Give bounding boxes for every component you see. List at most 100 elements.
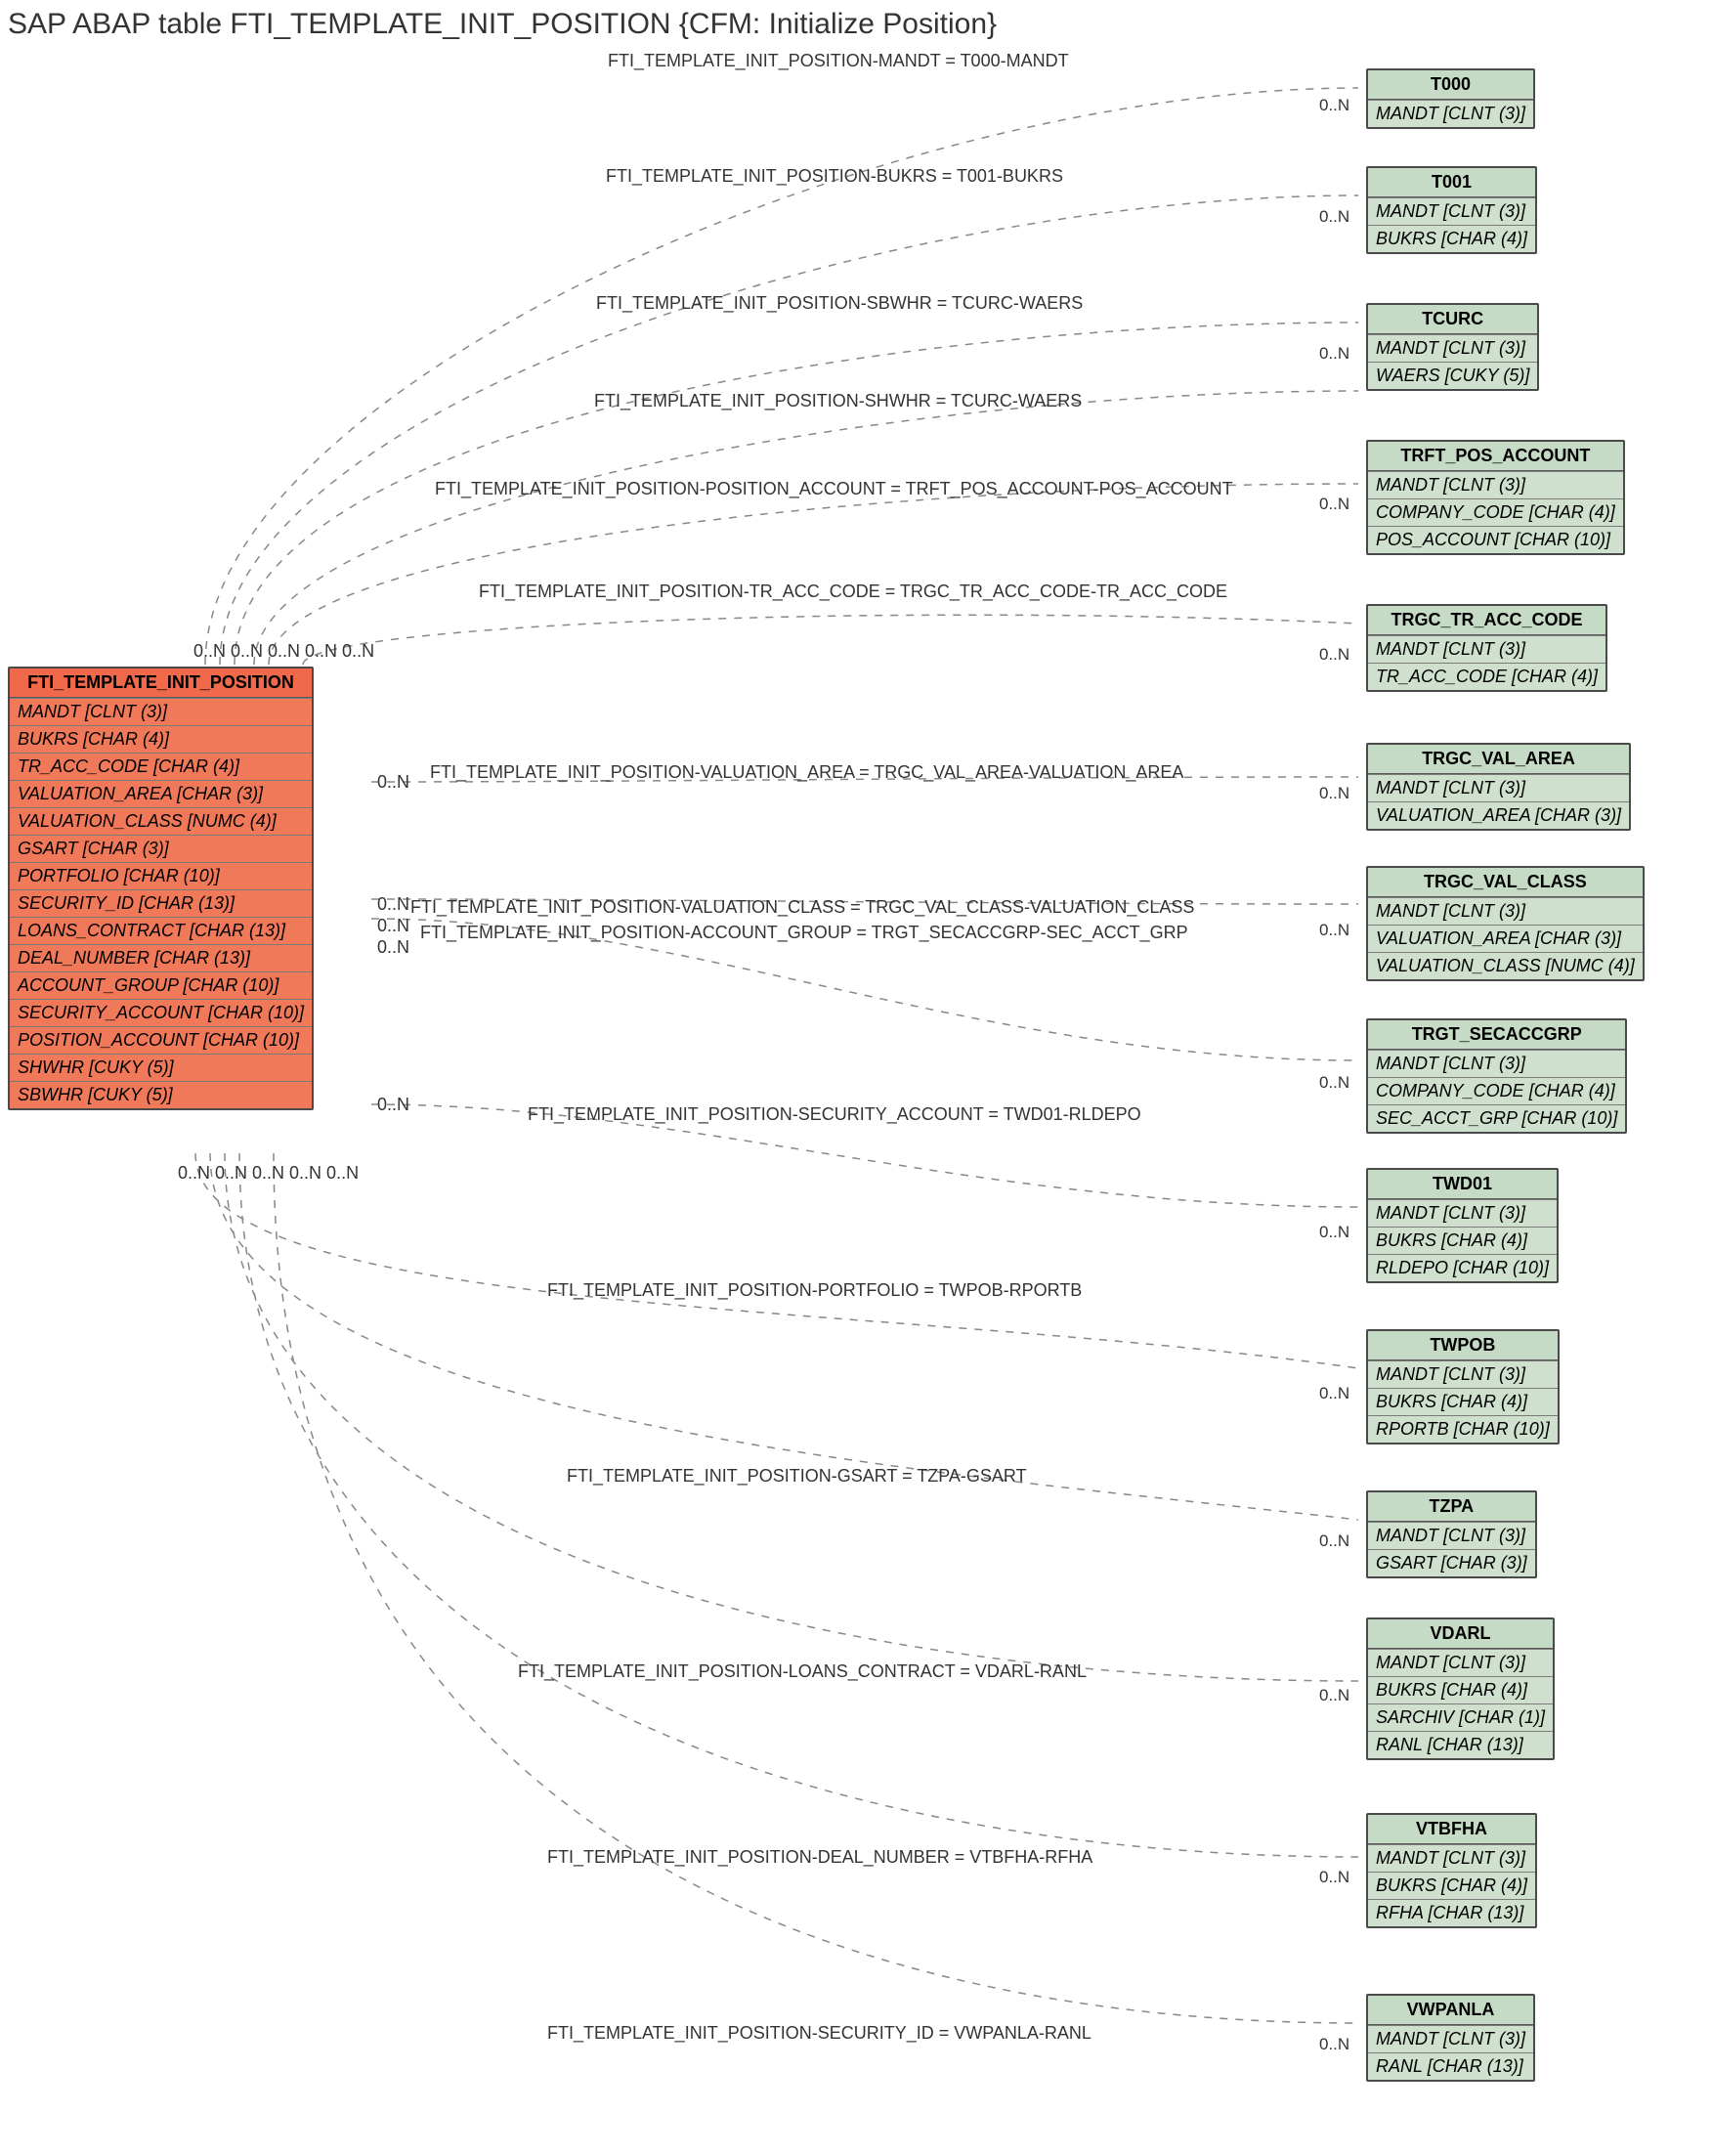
- ref-table-field: VALUATION_AREA [CHAR (3)]: [1368, 925, 1643, 952]
- cardinality-label: 0..N: [1319, 495, 1349, 514]
- ref-table-header: T000: [1368, 70, 1533, 100]
- main-table-field: TR_ACC_CODE [CHAR (4)]: [10, 753, 312, 780]
- ref-table-field: POS_ACCOUNT [CHAR (10)]: [1368, 526, 1623, 553]
- ref-table: VDARLMANDT [CLNT (3)]BUKRS [CHAR (4)]SAR…: [1366, 1617, 1555, 1760]
- ref-table-header: VWPANLA: [1368, 1996, 1533, 2025]
- cardinality-label: 0..N: [1319, 2035, 1349, 2054]
- main-table-field: BUKRS [CHAR (4)]: [10, 725, 312, 753]
- main-table-field: POSITION_ACCOUNT [CHAR (10)]: [10, 1026, 312, 1054]
- relation-label: FTI_TEMPLATE_INIT_POSITION-SECURITY_ID =…: [547, 2023, 1091, 2044]
- main-table: FTI_TEMPLATE_INIT_POSITIONMANDT [CLNT (3…: [8, 667, 314, 1110]
- cardinality-right-2: 0..N: [377, 894, 409, 915]
- cardinality-cluster-top: 0..N 0..N 0..N 0..N 0..N: [193, 641, 374, 662]
- main-table-field: SBWHR [CUKY (5)]: [10, 1081, 312, 1108]
- ref-table-header: TZPA: [1368, 1492, 1535, 1522]
- ref-table: VWPANLAMANDT [CLNT (3)]RANL [CHAR (13)]: [1366, 1994, 1535, 2082]
- ref-table: TWD01MANDT [CLNT (3)]BUKRS [CHAR (4)]RLD…: [1366, 1168, 1559, 1283]
- ref-table-field: RPORTB [CHAR (10)]: [1368, 1415, 1558, 1443]
- ref-table-field: MANDT [CLNT (3)]: [1368, 1199, 1557, 1227]
- ref-table: TRFT_POS_ACCOUNTMANDT [CLNT (3)]COMPANY_…: [1366, 440, 1625, 555]
- relation-label: FTI_TEMPLATE_INIT_POSITION-LOANS_CONTRAC…: [518, 1661, 1087, 1682]
- ref-table-field: MANDT [CLNT (3)]: [1368, 471, 1623, 498]
- ref-table-field: MANDT [CLNT (3)]: [1368, 1360, 1558, 1388]
- cardinality-label: 0..N: [1319, 645, 1349, 665]
- cardinality-label: 0..N: [1319, 96, 1349, 115]
- ref-table-field: VALUATION_CLASS [NUMC (4)]: [1368, 952, 1643, 979]
- ref-table-field: BUKRS [CHAR (4)]: [1368, 1676, 1553, 1703]
- main-table-header: FTI_TEMPLATE_INIT_POSITION: [10, 668, 312, 698]
- relation-label: FTI_TEMPLATE_INIT_POSITION-GSART = TZPA-…: [567, 1466, 1027, 1487]
- relation-label: FTI_TEMPLATE_INIT_POSITION-MANDT = T000-…: [608, 51, 1069, 71]
- ref-table-field: MANDT [CLNT (3)]: [1368, 897, 1643, 925]
- ref-table-field: MANDT [CLNT (3)]: [1368, 2025, 1533, 2052]
- ref-table-field: RANL [CHAR (13)]: [1368, 2052, 1533, 2080]
- ref-table-field: BUKRS [CHAR (4)]: [1368, 1872, 1535, 1899]
- main-table-field: SECURITY_ID [CHAR (13)]: [10, 889, 312, 917]
- ref-table-field: BUKRS [CHAR (4)]: [1368, 1227, 1557, 1254]
- ref-table: TRGC_TR_ACC_CODEMANDT [CLNT (3)]TR_ACC_C…: [1366, 604, 1607, 692]
- ref-table-field: MANDT [CLNT (3)]: [1368, 197, 1535, 225]
- relation-label: FTI_TEMPLATE_INIT_POSITION-PORTFOLIO = T…: [547, 1280, 1082, 1301]
- ref-table-header: VDARL: [1368, 1619, 1553, 1649]
- cardinality-right-1: 0..N: [377, 772, 409, 793]
- relation-label: FTI_TEMPLATE_INIT_POSITION-SECURITY_ACCO…: [528, 1104, 1141, 1125]
- main-table-field: ACCOUNT_GROUP [CHAR (10)]: [10, 971, 312, 999]
- ref-table-field: VALUATION_AREA [CHAR (3)]: [1368, 801, 1629, 829]
- ref-table-field: RFHA [CHAR (13)]: [1368, 1899, 1535, 1926]
- relation-label: FTI_TEMPLATE_INIT_POSITION-POSITION_ACCO…: [435, 479, 1233, 499]
- ref-table-header: VTBFHA: [1368, 1815, 1535, 1844]
- ref-table-field: MANDT [CLNT (3)]: [1368, 1050, 1625, 1077]
- ref-table-field: MANDT [CLNT (3)]: [1368, 774, 1629, 801]
- relation-label: FTI_TEMPLATE_INIT_POSITION-ACCOUNT_GROUP…: [420, 923, 1188, 943]
- ref-table-field: MANDT [CLNT (3)]: [1368, 635, 1605, 663]
- cardinality-label: 0..N: [1319, 1868, 1349, 1887]
- ref-table-field: MANDT [CLNT (3)]: [1368, 1844, 1535, 1872]
- ref-table: TRGC_VAL_AREAMANDT [CLNT (3)]VALUATION_A…: [1366, 743, 1631, 831]
- ref-table-header: TWD01: [1368, 1170, 1557, 1199]
- cardinality-right-5: 0..N: [377, 1095, 409, 1115]
- cardinality-label: 0..N: [1319, 207, 1349, 227]
- main-table-field: PORTFOLIO [CHAR (10)]: [10, 862, 312, 889]
- ref-table-field: WAERS [CUKY (5)]: [1368, 362, 1537, 389]
- relation-label: FTI_TEMPLATE_INIT_POSITION-VALUATION_ARE…: [430, 762, 1183, 783]
- ref-table: T001MANDT [CLNT (3)]BUKRS [CHAR (4)]: [1366, 166, 1537, 254]
- ref-table: TRGC_VAL_CLASSMANDT [CLNT (3)]VALUATION_…: [1366, 866, 1645, 981]
- ref-table-field: MANDT [CLNT (3)]: [1368, 1649, 1553, 1676]
- ref-table-field: BUKRS [CHAR (4)]: [1368, 1388, 1558, 1415]
- ref-table-field: MANDT [CLNT (3)]: [1368, 334, 1537, 362]
- ref-table-field: GSART [CHAR (3)]: [1368, 1549, 1535, 1576]
- page-title: SAP ABAP table FTI_TEMPLATE_INIT_POSITIO…: [8, 8, 997, 41]
- ref-table-field: COMPANY_CODE [CHAR (4)]: [1368, 498, 1623, 526]
- relation-label: FTI_TEMPLATE_INIT_POSITION-BUKRS = T001-…: [606, 166, 1063, 187]
- cardinality-label: 0..N: [1319, 344, 1349, 364]
- relation-label: FTI_TEMPLATE_INIT_POSITION-VALUATION_CLA…: [410, 897, 1194, 918]
- main-table-field: VALUATION_AREA [CHAR (3)]: [10, 780, 312, 807]
- ref-table: TZPAMANDT [CLNT (3)]GSART [CHAR (3)]: [1366, 1490, 1537, 1578]
- ref-table-field: TR_ACC_CODE [CHAR (4)]: [1368, 663, 1605, 690]
- ref-table-field: MANDT [CLNT (3)]: [1368, 1522, 1535, 1549]
- cardinality-label: 0..N: [1319, 784, 1349, 803]
- ref-table-header: TRFT_POS_ACCOUNT: [1368, 442, 1623, 471]
- ref-table-header: TCURC: [1368, 305, 1537, 334]
- main-table-field: SHWHR [CUKY (5)]: [10, 1054, 312, 1081]
- cardinality-right-4: 0..N: [377, 937, 409, 958]
- main-table-field: VALUATION_CLASS [NUMC (4)]: [10, 807, 312, 835]
- ref-table-field: BUKRS [CHAR (4)]: [1368, 225, 1535, 252]
- cardinality-label: 0..N: [1319, 1073, 1349, 1093]
- main-table-field: MANDT [CLNT (3)]: [10, 698, 312, 725]
- relation-label: FTI_TEMPLATE_INIT_POSITION-TR_ACC_CODE =…: [479, 582, 1227, 602]
- ref-table-header: TRGT_SECACCGRP: [1368, 1020, 1625, 1050]
- ref-table-header: TRGC_TR_ACC_CODE: [1368, 606, 1605, 635]
- ref-table-header: T001: [1368, 168, 1535, 197]
- ref-table-field: SEC_ACCT_GRP [CHAR (10)]: [1368, 1104, 1625, 1132]
- ref-table: VTBFHAMANDT [CLNT (3)]BUKRS [CHAR (4)]RF…: [1366, 1813, 1537, 1928]
- ref-table-field: MANDT [CLNT (3)]: [1368, 100, 1533, 127]
- main-table-field: GSART [CHAR (3)]: [10, 835, 312, 862]
- relation-label: FTI_TEMPLATE_INIT_POSITION-SHWHR = TCURC…: [594, 391, 1082, 411]
- ref-table-field: RANL [CHAR (13)]: [1368, 1731, 1553, 1758]
- main-table-field: LOANS_CONTRACT [CHAR (13)]: [10, 917, 312, 944]
- relation-label: FTI_TEMPLATE_INIT_POSITION-DEAL_NUMBER =…: [547, 1847, 1092, 1868]
- cardinality-cluster-bottom: 0..N 0..N 0..N 0..N 0..N: [178, 1163, 359, 1184]
- cardinality-label: 0..N: [1319, 1223, 1349, 1242]
- main-table-field: DEAL_NUMBER [CHAR (13)]: [10, 944, 312, 971]
